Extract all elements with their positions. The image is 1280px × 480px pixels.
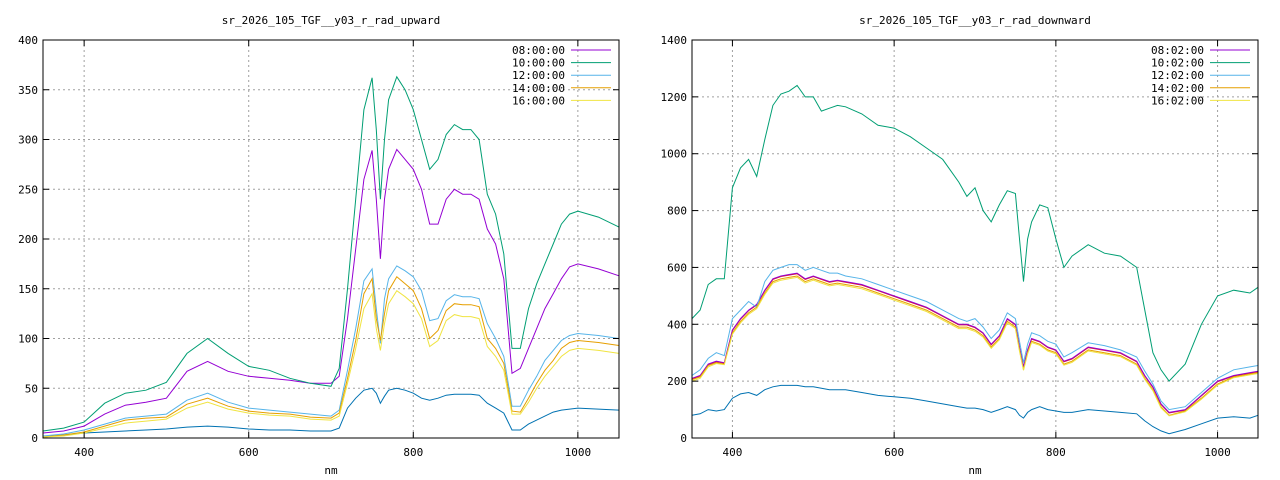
series-line-unlabeled: [42, 387, 620, 438]
chart-upward: sr_2026_105_TGF__y03_r_rad_upward nm 400…: [18, 14, 620, 477]
y-tick-label: 350: [18, 84, 38, 97]
legend-label: 10:00:00: [512, 57, 565, 70]
chart-title: sr_2026_105_TGF__y03_r_rad_upward: [222, 14, 441, 27]
x-axis-label: nm: [968, 464, 982, 477]
series-line: [691, 276, 1259, 417]
y-tick-label: 1000: [661, 148, 688, 161]
legend-label: 10:02:00: [1151, 57, 1204, 70]
y-tick-label: 400: [18, 34, 38, 47]
y-tick-label: 50: [25, 382, 38, 395]
legend-label: 14:00:00: [512, 82, 565, 95]
x-tick-label: 800: [1046, 446, 1066, 459]
y-tick-label: 200: [667, 375, 687, 388]
series-line-unlabeled: [691, 384, 1259, 435]
y-tick-label: 1200: [661, 91, 688, 104]
y-tick-label: 0: [31, 432, 38, 445]
series-line: [42, 276, 620, 438]
series-line: [42, 148, 620, 434]
series-line: [42, 75, 620, 432]
x-tick-label: 600: [884, 446, 904, 459]
legend-label: 12:00:00: [512, 69, 565, 82]
series-line-unlabeled: [691, 273, 1259, 414]
series-line: [42, 265, 620, 437]
plot-frame: [691, 39, 1259, 439]
legend-label: 16:00:00: [512, 94, 565, 107]
y-tick-label: 100: [18, 333, 38, 346]
y-tick-label: 300: [18, 134, 38, 147]
x-tick-label: 600: [239, 446, 259, 459]
x-axis-label: nm: [324, 464, 338, 477]
y-tick-label: 400: [667, 318, 687, 331]
x-tick-label: 1000: [1204, 446, 1231, 459]
chart-title: sr_2026_105_TGF__y03_r_rad_downward: [859, 14, 1091, 27]
x-tick-label: 1000: [565, 446, 592, 459]
chart-downward: sr_2026_105_TGF__y03_r_rad_downward nm 4…: [661, 14, 1259, 477]
y-tick-label: 1400: [661, 34, 688, 47]
y-tick-label: 200: [18, 233, 38, 246]
x-tick-label: 400: [74, 446, 94, 459]
x-tick-label: 800: [403, 446, 423, 459]
series-line: [691, 272, 1259, 413]
legend-label: 12:02:00: [1151, 69, 1204, 82]
y-tick-label: 600: [667, 261, 687, 274]
series-line: [691, 84, 1259, 382]
series-line: [691, 264, 1259, 411]
legend-label: 16:02:00: [1151, 94, 1204, 107]
x-tick-label: 400: [722, 446, 742, 459]
series-line: [691, 275, 1259, 416]
legend-label: 08:00:00: [512, 44, 565, 57]
legend-label: 14:02:00: [1151, 82, 1204, 95]
y-tick-label: 150: [18, 283, 38, 296]
y-tick-label: 0: [680, 432, 687, 445]
y-tick-label: 800: [667, 205, 687, 218]
legend-label: 08:02:00: [1151, 44, 1204, 57]
y-tick-label: 250: [18, 183, 38, 196]
series-line: [42, 289, 620, 438]
